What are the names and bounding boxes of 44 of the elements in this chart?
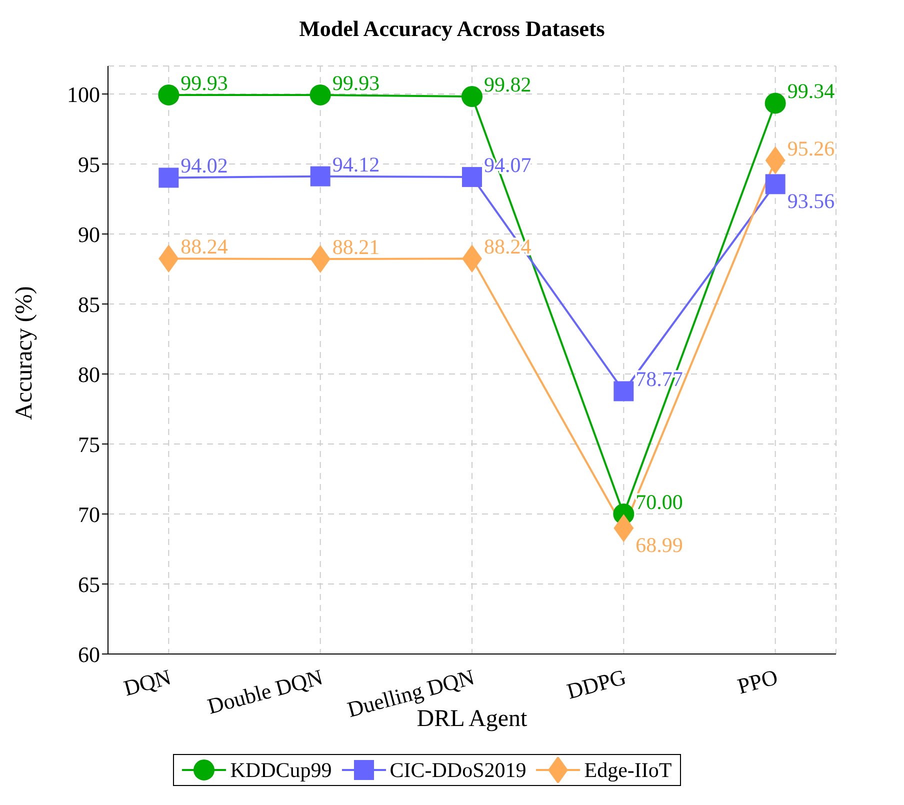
y-tick-label: 100 <box>67 82 100 107</box>
point <box>764 92 786 114</box>
data-label: 88.21 <box>332 235 380 260</box>
point <box>158 244 179 273</box>
data-label: 94.12 <box>332 152 380 176</box>
y-tick-label: 90 <box>78 222 100 247</box>
data-label: 99.34 <box>787 79 836 104</box>
point <box>462 86 482 108</box>
data-label: 94.02 <box>180 154 228 178</box>
y-tick-label: 75 <box>78 432 100 457</box>
point <box>462 167 482 188</box>
point <box>614 381 634 402</box>
chart-title: Model Accuracy Across Datasets <box>298 15 606 43</box>
legend-label: Edge-IIoT <box>584 758 672 782</box>
data-label: 88.24 <box>180 234 228 259</box>
data-label: 99.93 <box>332 70 380 95</box>
legend-label: CIC-DDoS2019 <box>390 758 526 782</box>
data-label: 95.26 <box>787 136 835 160</box>
data-label: 93.56 <box>787 189 835 214</box>
y-axis-title: Accuracy (%) <box>12 286 38 420</box>
point <box>158 168 179 188</box>
data-label: 68.99 <box>636 533 683 558</box>
point <box>158 84 180 106</box>
data-label: 99.93 <box>180 70 228 95</box>
point <box>765 174 786 194</box>
legend-label: KDDCup99 <box>230 758 332 782</box>
x-tick-label: DDPG <box>564 664 629 704</box>
point <box>310 245 330 274</box>
y-tick-label: 85 <box>78 292 100 317</box>
point <box>614 514 634 542</box>
y-tick-label: 95 <box>78 152 100 177</box>
y-tick-label: 80 <box>78 362 100 387</box>
point <box>765 146 786 174</box>
data-label: 99.82 <box>484 72 532 97</box>
data-label: 70.00 <box>636 490 683 514</box>
x-tick-label: Double DQN <box>204 664 326 719</box>
y-tick-label: 70 <box>78 502 100 527</box>
y-tick-label: 60 <box>78 642 100 667</box>
x-tick-label: DQN <box>121 664 174 701</box>
y-tick-label: 65 <box>78 572 100 597</box>
point <box>310 84 331 106</box>
point <box>310 166 330 186</box>
x-tick-label: PPO <box>734 664 780 699</box>
point <box>462 244 482 273</box>
